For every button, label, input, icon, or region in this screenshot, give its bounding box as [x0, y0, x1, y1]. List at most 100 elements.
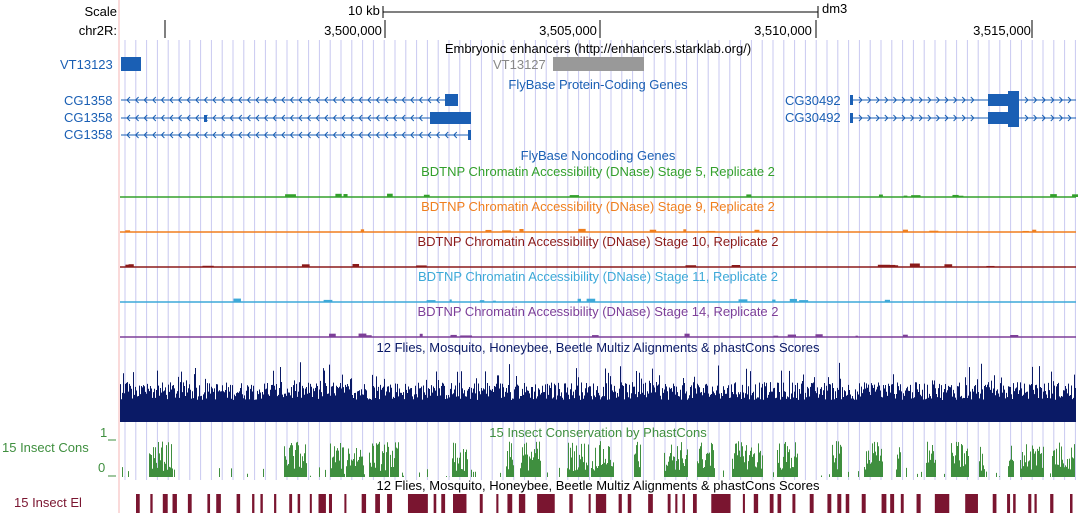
conserved-element[interactable]: [150, 494, 153, 513]
gene-label-cg30492[interactable]: CG30492: [785, 110, 841, 125]
conserved-element[interactable]: [809, 494, 814, 513]
track-title-dnase-stage9[interactable]: BDTNP Chromatin Accessibility (DNase) St…: [421, 199, 775, 214]
conserved-element[interactable]: [479, 494, 483, 513]
conserved-element[interactable]: [318, 494, 326, 513]
conserved-element[interactable]: [407, 494, 428, 513]
conserved-element[interactable]: [595, 494, 607, 513]
strand-arrow: [410, 131, 415, 139]
track-title-enhancers[interactable]: Embryonic enhancers (http://enhancers.st…: [444, 41, 752, 56]
gene-label-cg1358[interactable]: CG1358: [64, 127, 113, 142]
conserved-element[interactable]: [236, 494, 241, 513]
conserved-element[interactable]: [289, 494, 293, 513]
conserved-element[interactable]: [777, 494, 782, 513]
conserved-element[interactable]: [375, 494, 380, 513]
conserved-element[interactable]: [916, 494, 921, 513]
gene-label-cg1358[interactable]: CG1358: [64, 110, 113, 125]
conserved-element[interactable]: [297, 494, 301, 513]
conserved-element[interactable]: [682, 494, 685, 513]
elements-side-label[interactable]: 15 Insect El: [14, 495, 82, 510]
phastcons-side-label[interactable]: 15 Insect Cons: [2, 440, 89, 455]
track-title-dnase-stage10[interactable]: BDTNP Chromatin Accessibility (DNase) St…: [417, 234, 779, 249]
conserved-element[interactable]: [216, 494, 221, 513]
gene-exon[interactable]: [988, 94, 1008, 106]
conserved-element[interactable]: [453, 494, 467, 513]
conserved-element[interactable]: [207, 494, 211, 513]
multiz-conservation-signal[interactable]: [120, 362, 1076, 422]
enhancer-label-vt13123[interactable]: VT13123: [60, 57, 113, 72]
gene-exon[interactable]: [850, 95, 853, 105]
enhancer-feature-vt13127[interactable]: [553, 57, 644, 71]
conserved-element[interactable]: [1050, 494, 1054, 513]
conserved-element[interactable]: [667, 494, 671, 513]
gene-exon[interactable]: [1008, 109, 1019, 127]
conserved-element[interactable]: [136, 494, 140, 513]
conserved-element[interactable]: [742, 494, 745, 513]
conserved-element[interactable]: [187, 494, 192, 513]
conserved-element[interactable]: [861, 494, 866, 513]
conserved-element[interactable]: [1034, 494, 1037, 513]
phastcons-signal[interactable]: [120, 441, 1076, 477]
conserved-element[interactable]: [753, 494, 759, 513]
conserved-element[interactable]: [1028, 494, 1032, 513]
gene-exon[interactable]: [430, 112, 471, 124]
track-title-dnase-stage11[interactable]: BDTNP Chromatin Accessibility (DNase) St…: [417, 269, 779, 284]
gene-exon[interactable]: [988, 112, 1008, 124]
track-title-noncoding[interactable]: FlyBase Noncoding Genes: [520, 148, 676, 163]
track-title-genes[interactable]: FlyBase Protein-Coding Genes: [508, 77, 688, 92]
gene-exon[interactable]: [445, 94, 458, 106]
conserved-element[interactable]: [496, 494, 499, 513]
conserved-element[interactable]: [1007, 494, 1011, 513]
conserved-element[interactable]: [627, 494, 632, 513]
conserved-element[interactable]: [1013, 494, 1016, 513]
track-title-phastcons[interactable]: 15 Insect Conservation by PhastCons: [489, 425, 707, 440]
conserved-element[interactable]: [845, 494, 850, 513]
track-title-dnase-stage5[interactable]: BDTNP Chromatin Accessibility (DNase) St…: [421, 164, 775, 179]
conserved-element[interactable]: [648, 494, 653, 513]
conserved-element[interactable]: [252, 494, 255, 513]
gene-exon[interactable]: [1008, 91, 1019, 109]
conserved-element[interactable]: [507, 494, 513, 513]
track-title-dnase-stage14[interactable]: BDTNP Chromatin Accessibility (DNase) St…: [417, 304, 779, 319]
gene-exon[interactable]: [204, 115, 207, 122]
gene-label-cg30492[interactable]: CG30492: [785, 93, 841, 108]
enhancer-label-vt13127[interactable]: VT13127: [493, 57, 546, 72]
conserved-element[interactable]: [827, 494, 832, 513]
conserved-element[interactable]: [344, 494, 347, 513]
conserved-element[interactable]: [934, 494, 950, 513]
conserved-element[interactable]: [837, 494, 842, 513]
conserved-element[interactable]: [162, 494, 168, 513]
gene-label-cg1358[interactable]: CG1358: [64, 93, 113, 108]
conserved-element[interactable]: [518, 494, 526, 513]
track-title-multiz[interactable]: 12 Flies, Mosquito, Honeybee, Beetle Mul…: [376, 340, 820, 355]
conserved-element[interactable]: [260, 494, 263, 513]
conserved-element[interactable]: [675, 494, 678, 513]
conserved-element[interactable]: [309, 494, 312, 513]
conserved-element[interactable]: [692, 494, 697, 513]
conserved-element[interactable]: [387, 494, 393, 513]
enhancer-feature-vt13123[interactable]: [121, 57, 141, 71]
conserved-element[interactable]: [900, 494, 904, 513]
conserved-element[interactable]: [361, 494, 367, 513]
conserved-element[interactable]: [274, 494, 277, 513]
strand-arrow: [272, 114, 277, 122]
conserved-element[interactable]: [890, 494, 895, 513]
gene-exon[interactable]: [850, 113, 853, 123]
conserved-element[interactable]: [588, 494, 591, 513]
conserved-element[interactable]: [992, 494, 997, 513]
gene-exon[interactable]: [468, 130, 471, 140]
conserved-element[interactable]: [881, 494, 887, 513]
conserved-element[interactable]: [965, 494, 978, 513]
conserved-element[interactable]: [441, 494, 446, 513]
conserved-element[interactable]: [1070, 494, 1073, 513]
conserved-element[interactable]: [569, 494, 573, 513]
conserved-element[interactable]: [172, 494, 177, 513]
conserved-element[interactable]: [328, 494, 332, 513]
conserved-element[interactable]: [792, 494, 796, 513]
conserved-element[interactable]: [537, 494, 555, 513]
conserved-element[interactable]: [433, 494, 437, 513]
conserved-element[interactable]: [769, 494, 774, 513]
conserved-element[interactable]: [711, 494, 731, 513]
track-title-elements[interactable]: 12 Flies, Mosquito, Honeybee, Beetle Mul…: [376, 478, 820, 493]
conserved-element[interactable]: [618, 494, 622, 513]
